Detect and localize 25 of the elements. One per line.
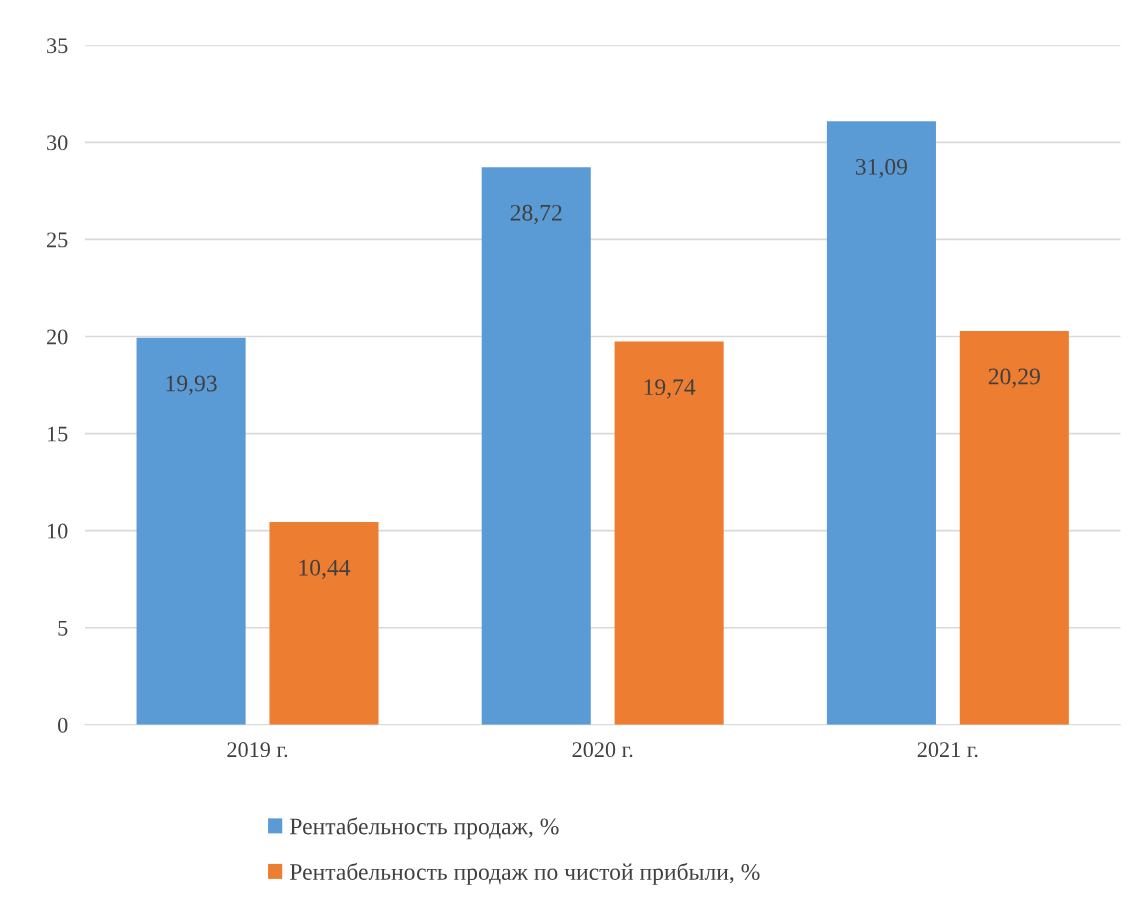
y-tick-label: 15: [48, 426, 68, 442]
data-label: 20,29: [988, 368, 1040, 388]
data-label: 19,74: [644, 379, 696, 399]
x-tick-label: 2019 г.: [227, 742, 288, 758]
bar: [481, 167, 591, 725]
legend-label: Рентабельность продаж по чистой прибыли, %: [290, 862, 760, 885]
x-tick-label: 2021 г.: [917, 742, 978, 758]
bar: [136, 337, 246, 725]
y-tick-label: 30: [47, 135, 68, 151]
y-tick-label: 20: [47, 329, 68, 345]
y-tick-label: 10: [48, 523, 68, 539]
bar: [614, 341, 724, 725]
x-tick-label: 2020 г.: [572, 742, 633, 758]
data-label: 19,93: [166, 375, 217, 395]
bar: [959, 330, 1069, 725]
legend-label: Рентабельность продаж, %: [290, 817, 559, 840]
data-label: 10,44: [299, 559, 351, 580]
data-label: 31,09: [855, 158, 908, 179]
y-tick-label: 35: [47, 38, 68, 54]
data-label: 28,72: [510, 204, 562, 225]
y-tick-label: 5: [58, 620, 68, 636]
y-tick-label: 0: [58, 717, 68, 733]
bar: [269, 522, 379, 725]
y-tick-label: 25: [47, 232, 68, 248]
bar: [826, 121, 936, 725]
